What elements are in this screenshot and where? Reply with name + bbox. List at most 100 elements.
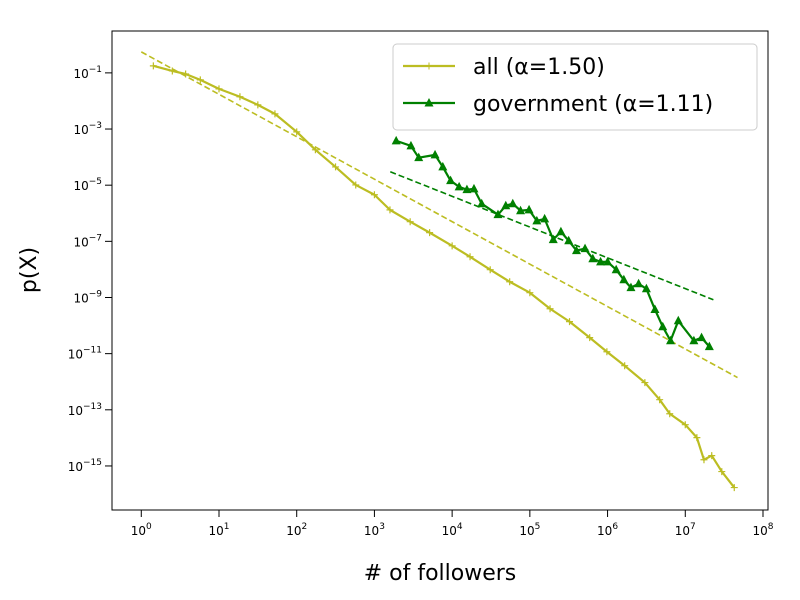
point	[438, 161, 448, 171]
series-line	[395, 139, 711, 348]
point	[168, 67, 176, 75]
point	[526, 289, 534, 297]
point	[454, 181, 464, 191]
point	[621, 362, 629, 370]
x-tick-label: 107	[675, 522, 696, 538]
point	[619, 274, 629, 284]
point	[693, 434, 701, 442]
point	[571, 245, 581, 255]
legend-label: all (α=1.50)	[473, 55, 605, 80]
point	[596, 256, 606, 266]
point	[673, 315, 683, 325]
point	[580, 243, 590, 253]
point	[215, 85, 223, 93]
point	[426, 229, 434, 237]
point	[650, 304, 660, 314]
point	[588, 253, 598, 263]
x-tick-label: 102	[286, 522, 307, 538]
point	[501, 200, 511, 210]
x-tick-label: 100	[131, 522, 152, 538]
x-tick-label: 104	[442, 522, 463, 538]
y-tick-label: 10−15	[68, 458, 102, 474]
point	[236, 93, 244, 101]
point	[641, 283, 651, 293]
point	[196, 76, 204, 84]
point	[332, 163, 340, 171]
point	[486, 266, 494, 274]
point	[477, 198, 487, 208]
x-tick-label: 108	[752, 522, 773, 538]
legend-marker	[424, 98, 434, 107]
point	[466, 253, 474, 261]
point	[493, 209, 503, 219]
point	[658, 321, 668, 331]
point	[182, 70, 190, 78]
point	[708, 452, 716, 460]
point	[271, 110, 279, 118]
point	[406, 140, 416, 150]
point	[469, 183, 479, 193]
y-tick-label: 10−7	[73, 233, 102, 249]
legend-box	[392, 43, 758, 131]
y-axis-label: p(X)	[17, 247, 42, 293]
point	[697, 332, 707, 342]
point	[641, 379, 649, 387]
point	[448, 242, 456, 250]
x-tick-label: 101	[208, 522, 229, 538]
point	[462, 184, 472, 194]
point	[681, 421, 689, 429]
point	[430, 149, 440, 159]
point	[666, 410, 674, 418]
point	[386, 206, 394, 214]
point	[566, 318, 574, 326]
point	[634, 278, 644, 288]
point	[656, 396, 664, 404]
point	[370, 191, 378, 199]
point	[506, 278, 514, 286]
x-tick-label: 103	[364, 522, 385, 538]
y-tick-label: 10−13	[68, 402, 102, 418]
legend-marker	[425, 62, 433, 70]
point	[532, 215, 542, 225]
point	[311, 146, 319, 154]
plot-area	[140, 51, 738, 492]
point	[352, 181, 360, 189]
y-tick-label: 10−1	[73, 65, 102, 81]
point	[516, 205, 526, 215]
point	[508, 198, 518, 208]
point	[556, 226, 566, 236]
plot-frame	[111, 30, 769, 511]
y-tick-label: 10−5	[73, 177, 102, 193]
point	[704, 341, 714, 351]
point	[730, 484, 738, 492]
x-tick-label: 105	[519, 522, 540, 538]
point	[391, 135, 401, 145]
point	[626, 282, 636, 292]
point	[611, 264, 621, 274]
point	[548, 234, 558, 244]
point	[689, 335, 699, 345]
point	[586, 334, 594, 342]
point	[254, 101, 262, 109]
x-tick-label: 106	[597, 522, 618, 538]
point	[603, 256, 613, 266]
x-axis-label: # of followers	[364, 561, 517, 586]
point	[700, 456, 708, 464]
legend-label: government (α=1.11)	[473, 92, 713, 117]
point	[406, 218, 414, 226]
y-tick-label: 10−9	[73, 289, 102, 305]
point	[524, 204, 534, 214]
point	[603, 348, 611, 356]
fit-line	[140, 51, 738, 379]
y-tick-label: 10−3	[73, 121, 102, 137]
point	[414, 152, 424, 162]
point	[546, 305, 554, 313]
y-tick-label: 10−11	[68, 346, 102, 362]
point	[149, 62, 157, 70]
point	[718, 468, 726, 476]
point	[540, 213, 550, 223]
point	[446, 175, 456, 185]
point	[564, 235, 574, 245]
point	[293, 128, 301, 136]
point	[666, 335, 676, 345]
